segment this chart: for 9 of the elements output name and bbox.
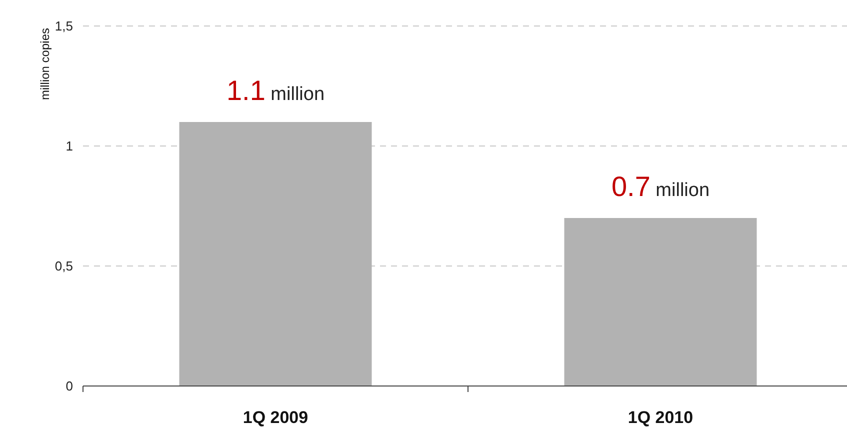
y-axis-title: million copies — [38, 28, 52, 100]
x-tick-label: 1Q 2009 — [242, 408, 308, 427]
x-tick-label: 1Q 2010 — [628, 408, 694, 427]
data-label: 0.7 million — [611, 171, 710, 202]
y-tick-label: 1 — [66, 138, 73, 154]
y-tick-label: 0,5 — [54, 258, 73, 274]
y-tick-label: 1,5 — [54, 18, 73, 34]
y-tick-label: 0 — [66, 378, 73, 394]
data-label: 1.1 million — [226, 75, 325, 106]
